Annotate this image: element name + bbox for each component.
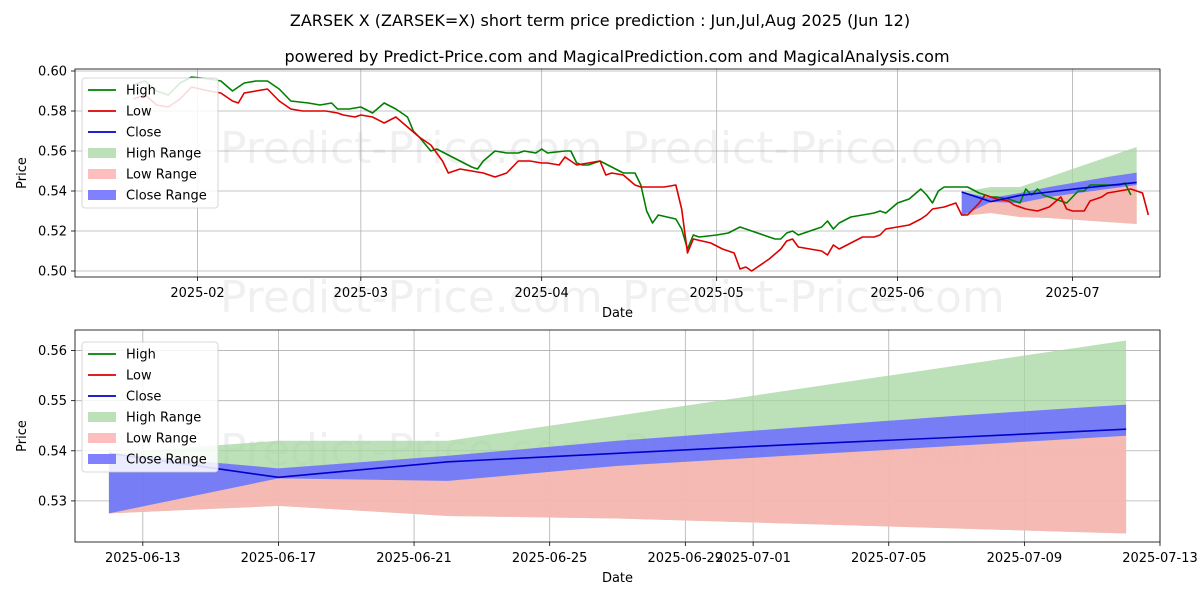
plot-frame [74,329,1161,543]
chart-title: ZARSEK X (ZARSEK=X) short term price pre… [290,11,910,30]
legend-label: Close [126,126,161,141]
x-tick-label: 2025-05 [690,286,744,301]
top-panel: Predict-Price.com Predict-Price.com Predic… [15,65,1161,323]
legend-label: Close Range [126,453,207,468]
close-range-band [961,172,1137,216]
watermark-text: Predict-Price.com [220,272,603,323]
x-tick-label: 2025-07-13 [1122,551,1198,566]
x-tick-label: 2025-07-09 [987,551,1063,566]
legend-swatch-patch [88,412,116,422]
x-tick-label: 2025-07 [1045,286,1099,301]
x-tick-label: 2025-04 [515,286,569,301]
legend-label: Low [126,369,152,384]
y-tick-label: 0.58 [38,105,67,120]
legend-label: Low Range [126,432,197,447]
x-tick-label: 2025-06-17 [241,551,317,566]
close-series-line [108,428,1127,479]
close-series-line [961,181,1137,203]
y-tick-label: 0.52 [38,225,67,240]
x-tick-label: 2025-07-05 [851,551,927,566]
y-tick-label: 0.56 [38,145,67,160]
x-tick-label: 2025-07-01 [715,551,791,566]
y-tick-label: 0.56 [38,344,67,359]
plot-frame [74,68,1161,278]
legend-label: Low [126,105,152,120]
y-tick-label: 0.54 [38,185,67,200]
x-axis-label: Date [602,306,633,321]
y-axis-label: Price [15,420,30,452]
legend-swatch-patch [88,454,116,464]
legend-label: Close Range [126,189,207,204]
legend-swatch-patch [88,433,116,443]
close-range-band [108,404,1127,514]
y-tick-label: 0.54 [38,444,67,459]
bottom-panel: Predict-Price.comPredict-Price.com0.530.… [15,329,1198,586]
legend-label: High [126,348,156,363]
legend-swatch-patch [88,190,116,200]
y-tick-label: 0.60 [38,65,67,80]
watermark-text: Predict-Price.com [622,272,1005,323]
x-tick-label: 2025-06-29 [648,551,724,566]
y-tick-label: 0.55 [38,394,67,409]
y-tick-label: 0.53 [38,494,67,509]
x-tick-label: 2025-06-21 [376,551,452,566]
low-range-band [108,435,1127,534]
legend-swatch-patch [88,169,116,179]
x-tick-label: 2025-06 [870,286,924,301]
legend-label: High [126,84,156,99]
x-tick-label: 2025-06-25 [512,551,588,566]
low-series-line [133,86,1150,272]
y-axis-label: Price [15,157,30,189]
watermark-text: Predict-Price.com [622,123,1005,174]
legend-swatch-patch [88,148,116,158]
x-tick-label: 2025-06-13 [105,551,181,566]
legend-label: Low Range [126,168,197,183]
chart-subtitle: powered by Predict-Price.com and Magical… [284,47,949,66]
watermark-text: Predict-Price.com [220,123,603,174]
legend-label: High Range [126,147,201,162]
x-axis-label: Date [602,571,633,586]
legend-label: Close [126,390,161,405]
x-tick-label: 2025-03 [334,286,388,301]
x-tick-label: 2025-02 [170,286,224,301]
y-tick-label: 0.50 [38,265,67,280]
low-range-band [961,185,1137,224]
legend-label: High Range [126,411,201,426]
